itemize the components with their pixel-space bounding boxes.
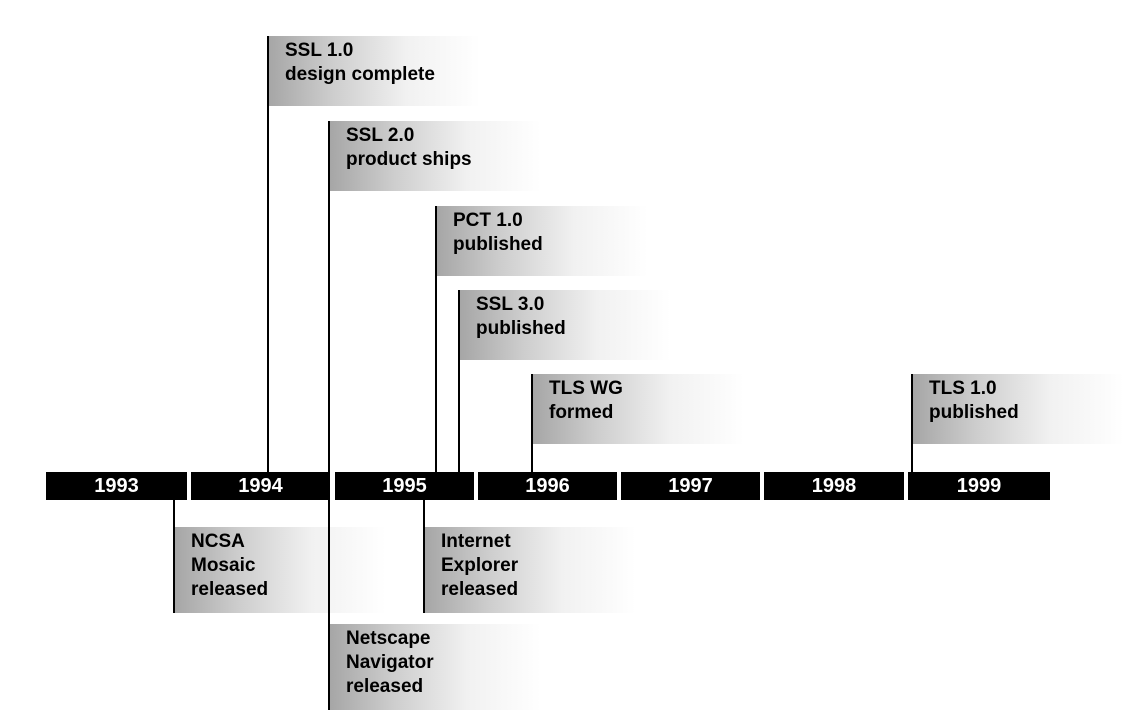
- event-text: TLS 1.0 published: [929, 378, 1019, 423]
- year-cell-1999: 1999: [908, 472, 1050, 500]
- event-label-internet-explorer: Internet Explorer released: [425, 527, 636, 613]
- year-cell-1994: 1994: [191, 472, 330, 500]
- event-text: SSL 2.0 product ships: [346, 125, 472, 170]
- event-marker-line: [328, 121, 330, 472]
- year-cell-1993: 1993: [46, 472, 187, 500]
- event-text: SSL 1.0 design complete: [285, 40, 435, 85]
- event-marker-line: [173, 500, 175, 613]
- event-label-ssl-2-0: SSL 2.0 product ships: [330, 121, 541, 191]
- event-label-tls-wg: TLS WG formed: [533, 374, 744, 444]
- event-marker-line: [328, 500, 330, 710]
- event-marker-line: [423, 500, 425, 613]
- event-label-pct-1-0: PCT 1.0 published: [437, 206, 648, 276]
- year-cell-1995: 1995: [335, 472, 474, 500]
- event-marker-line: [458, 290, 460, 472]
- event-marker-line: [435, 206, 437, 472]
- event-marker-line: [531, 374, 533, 472]
- event-label-tls-1-0: TLS 1.0 published: [913, 374, 1124, 444]
- event-marker-line: [911, 374, 913, 472]
- event-text: PCT 1.0 published: [453, 210, 543, 255]
- event-label-ssl-1-0: SSL 1.0 design complete: [269, 36, 480, 106]
- event-marker-line: [267, 36, 269, 472]
- event-label-ncsa-mosaic: NCSA Mosaic released: [175, 527, 386, 613]
- year-cell-1998: 1998: [764, 472, 904, 500]
- event-text: Netscape Navigator released: [346, 628, 434, 697]
- event-text: SSL 3.0 published: [476, 294, 566, 339]
- event-text: TLS WG formed: [549, 378, 623, 423]
- year-bar: 1993 1994 1995 1996 1997 1998 1999: [46, 472, 1050, 500]
- event-label-ssl-3-0: SSL 3.0 published: [460, 290, 671, 360]
- year-cell-1996: 1996: [478, 472, 617, 500]
- year-cell-1997: 1997: [621, 472, 760, 500]
- event-label-netscape-navigator: Netscape Navigator released: [330, 624, 541, 710]
- event-text: Internet Explorer released: [441, 531, 519, 600]
- event-text: NCSA Mosaic released: [191, 531, 269, 600]
